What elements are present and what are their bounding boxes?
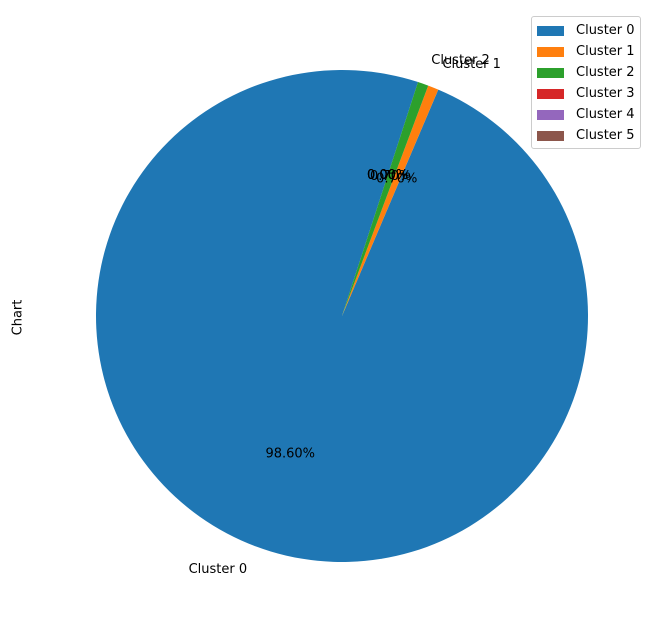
legend-swatch — [537, 109, 564, 120]
slice-percent-label: 0.70% — [376, 171, 417, 186]
slice-percent-label: 98.60% — [265, 447, 315, 462]
legend: Cluster 0 Cluster 1 Cluster 2 Cluster 3 … — [531, 16, 641, 149]
legend-label: Cluster 5 — [576, 128, 635, 143]
legend-label: Cluster 2 — [576, 65, 635, 80]
slice-percent-label: 0.70% — [370, 169, 411, 184]
legend-label: Cluster 0 — [576, 23, 635, 38]
legend-entry: Cluster 0 — [532, 20, 640, 41]
legend-entry: Cluster 1 — [532, 41, 640, 62]
legend-swatch — [537, 130, 564, 141]
legend-entry: Cluster 4 — [532, 104, 640, 125]
legend-swatch — [537, 67, 564, 78]
legend-swatch — [537, 88, 564, 99]
pie-slice — [342, 82, 429, 316]
legend-entry: Cluster 5 — [532, 125, 640, 146]
slice-percent-label: 0.00% — [367, 168, 408, 183]
pie-slice — [342, 85, 439, 316]
slice-category-label: Cluster 2 — [431, 53, 490, 68]
pie-labels: Cluster 0 98.60% Cluster 1 0.70% Cluster 2 0.… — [189, 53, 501, 577]
legend-label: Cluster 1 — [576, 44, 635, 59]
legend-label: Cluster 4 — [576, 107, 635, 122]
y-axis-label: Chart — [10, 299, 26, 336]
slice-category-label: Cluster 0 — [189, 562, 248, 577]
slice-percent-label: 0.00% — [367, 168, 408, 183]
legend-swatch — [537, 46, 564, 57]
legend-entry: Cluster 3 — [532, 83, 640, 104]
pie-slice — [96, 70, 589, 563]
legend-swatch — [537, 25, 564, 36]
pie-slices — [96, 70, 589, 563]
legend-entry: Cluster 2 — [532, 62, 640, 83]
legend-label: Cluster 3 — [576, 86, 635, 101]
slice-category-label: Cluster 1 — [442, 57, 501, 72]
slice-percent-label: 0.00% — [367, 168, 408, 183]
